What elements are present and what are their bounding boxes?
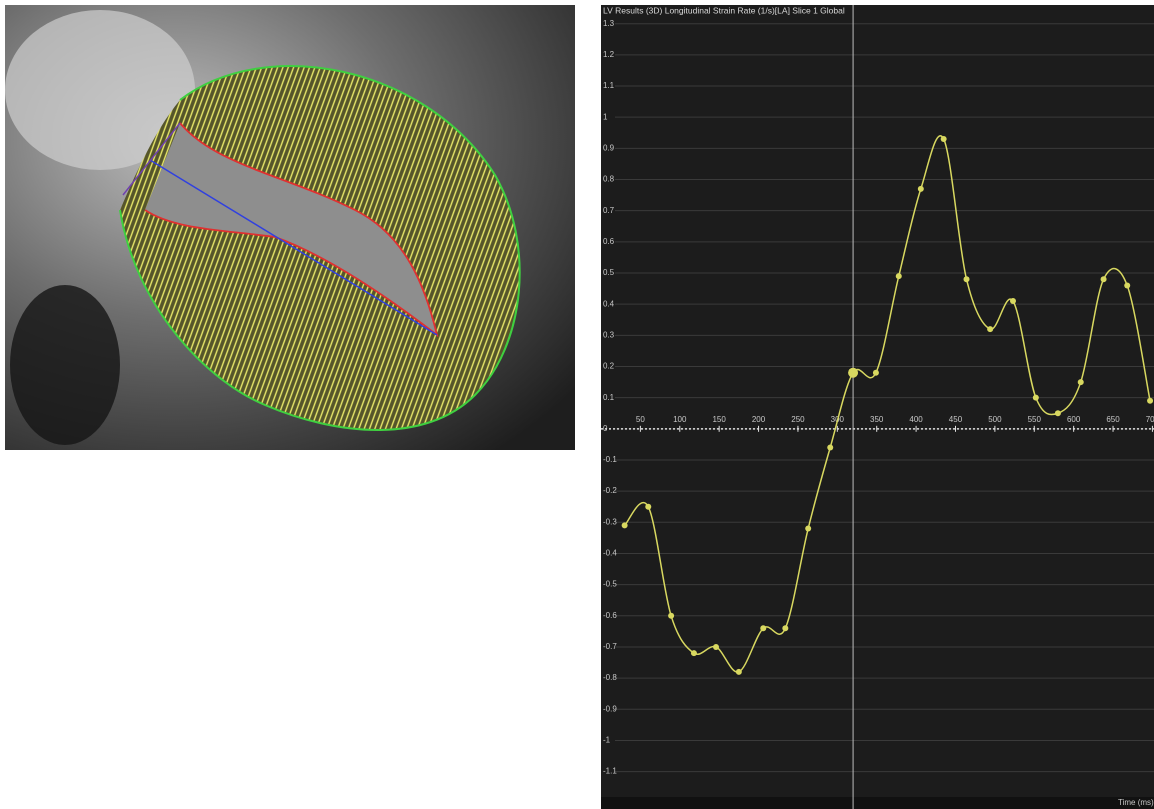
data-point bbox=[1124, 282, 1130, 288]
y-tick-label: 0.4 bbox=[603, 299, 615, 308]
y-tick-label: 0.5 bbox=[603, 268, 615, 277]
y-tick-label: -0.3 bbox=[603, 517, 617, 526]
data-point bbox=[848, 368, 858, 378]
data-point bbox=[713, 644, 719, 650]
data-point bbox=[1147, 398, 1153, 404]
y-tick-label: -0.9 bbox=[603, 704, 617, 713]
x-tick-label: 450 bbox=[949, 415, 963, 424]
data-point bbox=[918, 186, 924, 192]
data-point bbox=[760, 625, 766, 631]
data-point bbox=[782, 625, 788, 631]
x-axis-title: Time (ms) bbox=[1118, 798, 1154, 807]
chart: LV Results (3D) Longitudinal Strain Rate… bbox=[601, 5, 1154, 809]
y-tick-label: -0.5 bbox=[603, 580, 617, 589]
x-tick-label: 200 bbox=[752, 415, 766, 424]
x-tick-label: 400 bbox=[909, 415, 923, 424]
y-tick-label: 0.3 bbox=[603, 330, 615, 339]
y-tick-label: 1 bbox=[603, 112, 608, 121]
plot-background bbox=[601, 5, 1154, 809]
x-tick-label: 350 bbox=[870, 415, 884, 424]
x-tick-label: 650 bbox=[1106, 415, 1120, 424]
data-point bbox=[691, 650, 697, 656]
y-tick-label: 0.7 bbox=[603, 206, 615, 215]
y-tick-label: -0.2 bbox=[603, 486, 617, 495]
data-point bbox=[827, 445, 833, 451]
y-tick-label: -0.4 bbox=[603, 549, 617, 558]
y-tick-label: 0.2 bbox=[603, 362, 615, 371]
x-tick-label: 550 bbox=[1028, 415, 1042, 424]
y-tick-label: 0.9 bbox=[603, 143, 615, 152]
data-point bbox=[1078, 379, 1084, 385]
data-point bbox=[1010, 298, 1016, 304]
x-tick-label: 150 bbox=[712, 415, 726, 424]
screen: LV Results (3D) Longitudinal Strain Rate… bbox=[0, 0, 1154, 809]
data-point bbox=[645, 504, 651, 510]
y-tick-label: 1.3 bbox=[603, 19, 615, 28]
data-point bbox=[941, 136, 947, 142]
data-point bbox=[1033, 395, 1039, 401]
data-point bbox=[805, 526, 811, 532]
data-point bbox=[622, 522, 628, 528]
x-tick-label: 50 bbox=[636, 415, 645, 424]
x-tick-label: 700 bbox=[1146, 415, 1154, 424]
data-point bbox=[896, 273, 902, 279]
y-tick-label: 1.2 bbox=[603, 50, 615, 59]
axis-strip bbox=[601, 797, 1154, 809]
x-tick-label: 250 bbox=[791, 415, 805, 424]
y-tick-label: 0.6 bbox=[603, 237, 615, 246]
mri-tissue bbox=[10, 285, 120, 445]
y-tick-label: -0.1 bbox=[603, 455, 617, 464]
mri-image bbox=[5, 5, 575, 450]
data-point bbox=[1101, 276, 1107, 282]
y-tick-label: 0.1 bbox=[603, 393, 615, 402]
chart-title: LV Results (3D) Longitudinal Strain Rate… bbox=[603, 5, 845, 15]
data-point bbox=[736, 669, 742, 675]
data-point bbox=[964, 276, 970, 282]
y-tick-label: -1.1 bbox=[603, 767, 617, 776]
y-tick-label: -0.7 bbox=[603, 642, 617, 651]
y-tick-label: 1.1 bbox=[603, 81, 615, 90]
data-point bbox=[987, 326, 993, 332]
x-tick-label: 500 bbox=[988, 415, 1002, 424]
x-tick-label: 600 bbox=[1067, 415, 1081, 424]
y-tick-label: -0.8 bbox=[603, 673, 617, 682]
x-tick-label: 100 bbox=[673, 415, 687, 424]
y-tick-label: -0.6 bbox=[603, 611, 617, 620]
data-point bbox=[668, 613, 674, 619]
data-point bbox=[873, 370, 879, 376]
y-tick-label: -1 bbox=[603, 736, 611, 745]
data-point bbox=[1055, 410, 1061, 416]
y-tick-label: 0.8 bbox=[603, 175, 615, 184]
